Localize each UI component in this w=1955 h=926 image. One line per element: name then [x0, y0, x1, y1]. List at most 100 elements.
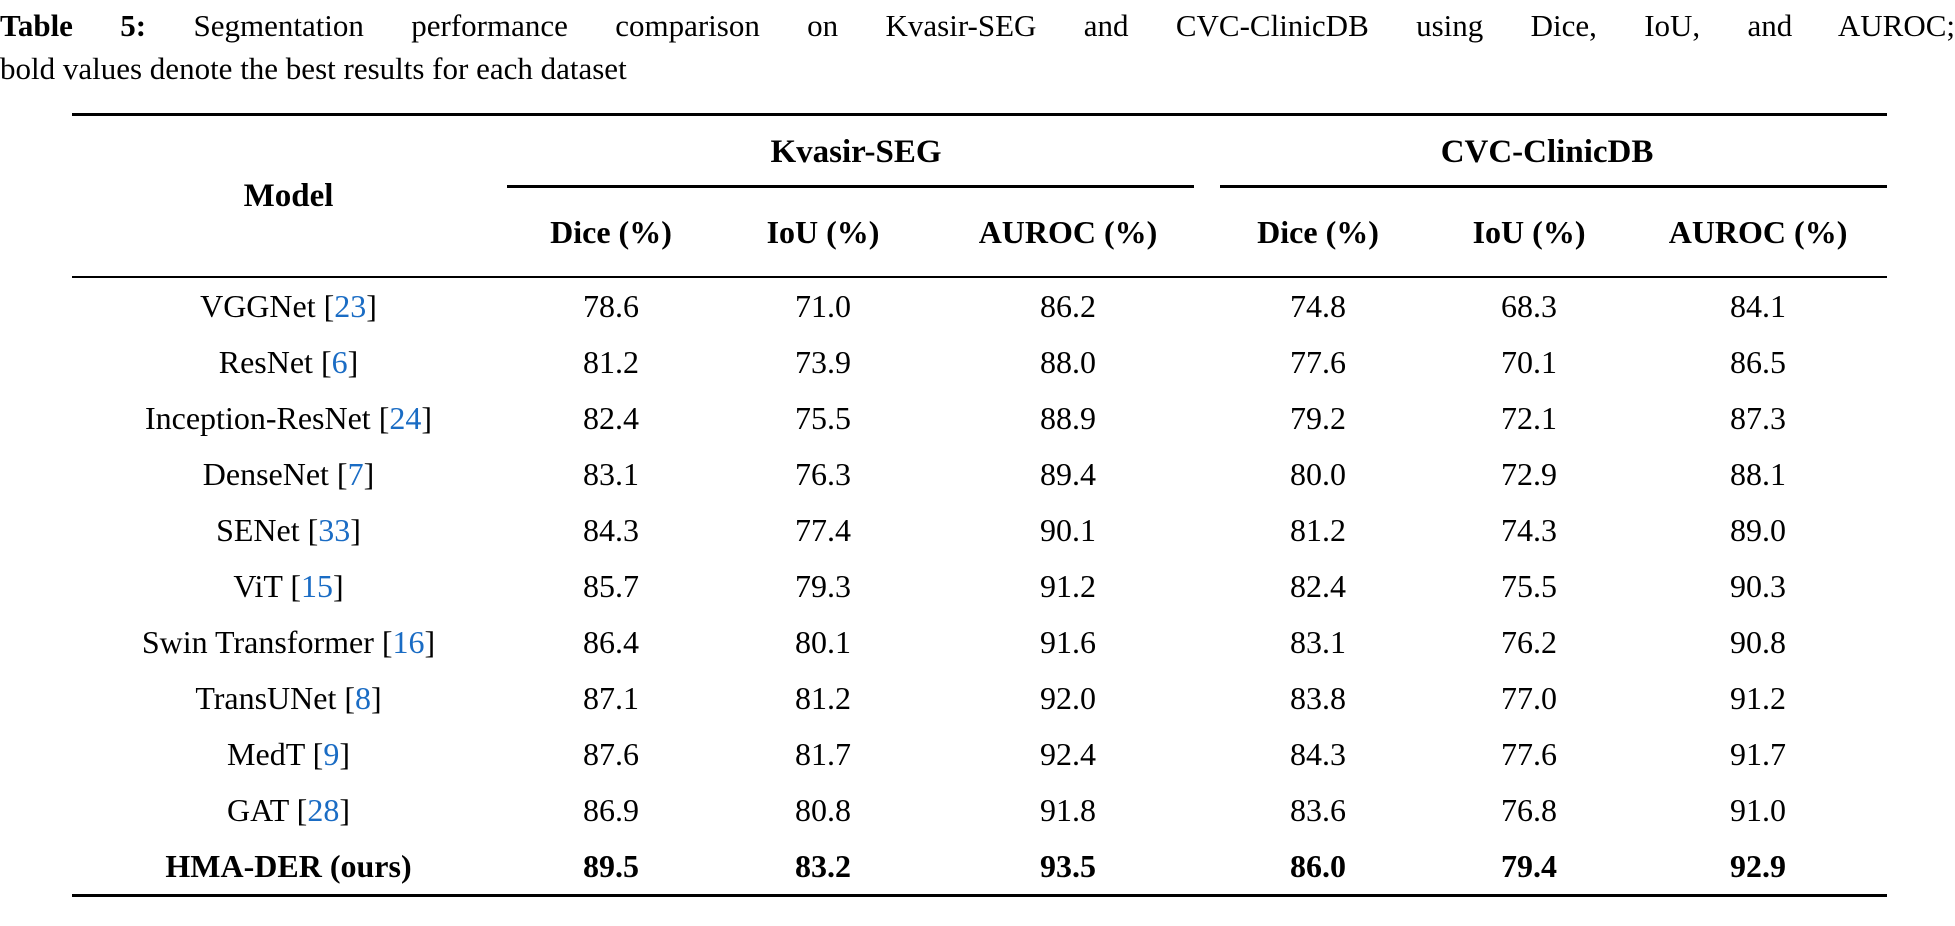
- caption-text-line-1: Segmentation performance comparison on K…: [193, 8, 1955, 43]
- table-row: DenseNet [7] 83.1 76.3 89.4 80.0 72.9 88.1: [72, 446, 1887, 502]
- metric-header-cvc-auroc: AUROC (%): [1629, 188, 1888, 278]
- table-row: ResNet [6] 81.2 73.9 88.0 77.6 70.1 86.5: [72, 334, 1887, 390]
- value-cell: 89.5: [583, 847, 639, 884]
- citation-link[interactable]: 28: [307, 791, 340, 828]
- value-cell: 86.9: [583, 791, 639, 828]
- model-cell: ResNet [6]: [72, 334, 505, 390]
- group-header-cvc-clinicdb-label: CVC-ClinicDB: [1440, 133, 1654, 170]
- model-cell: GAT [28]: [72, 782, 505, 838]
- metric-header-cvc-dice: Dice (%): [1207, 188, 1430, 278]
- citation-link[interactable]: 8: [355, 679, 372, 716]
- group-header-cvc-clinicdb: CVC-ClinicDB: [1207, 116, 1888, 188]
- value-cell: 86.5: [1730, 343, 1787, 380]
- value-cell: 79.4: [1501, 847, 1558, 884]
- model-cell: Inception-ResNet [24]: [72, 390, 505, 446]
- value-cell: 74.3: [1501, 511, 1558, 548]
- table-row: TransUNet [8] 87.1 81.2 92.0 83.8 77.0 91.2: [72, 670, 1887, 726]
- citation-bracket-open: [: [381, 623, 393, 660]
- value-cell: 86.4: [583, 623, 639, 660]
- citation-bracket-close: ]: [339, 735, 350, 772]
- value-cell: 83.1: [583, 455, 639, 492]
- citation-bracket-close: ]: [350, 511, 361, 548]
- table-row: Inception-ResNet [24] 82.4 75.5 88.9 79.2 72.…: [72, 390, 1887, 446]
- value-cell: 91.2: [1040, 567, 1097, 604]
- value-cell: 92.9: [1730, 847, 1787, 884]
- value-cell: 93.5: [1040, 847, 1097, 884]
- citation-bracket-close: ]: [339, 791, 350, 828]
- value-cell: 87.3: [1730, 399, 1787, 436]
- table-row: Swin Transformer [16] 86.4 80.1 91.6 83.1 76.…: [72, 614, 1887, 670]
- value-cell: 76.8: [1501, 791, 1558, 828]
- citation-link[interactable]: 33: [318, 511, 351, 548]
- model-name: VGGNet: [200, 287, 316, 324]
- table-row: HMA-DER (ours) 89.5 83.2 93.5 86.0 79.4 92.9: [72, 838, 1887, 894]
- results-table-body: VGGNet [23] 78.6 71.0 86.2 74.8 68.3 84.1 ResNe…: [72, 278, 1887, 894]
- value-cell: 91.6: [1040, 623, 1097, 660]
- model-cell: TransUNet [8]: [72, 670, 505, 726]
- value-cell: 83.1: [1290, 623, 1347, 660]
- kvasir-seg-underline-rule: [507, 185, 1195, 188]
- citation-bracket-open: [: [378, 399, 390, 436]
- model-name: HMA-DER (ours): [165, 847, 412, 884]
- value-cell: 85.7: [583, 567, 639, 604]
- model-name: MedT: [227, 735, 305, 772]
- value-cell: 91.7: [1730, 735, 1787, 772]
- value-cell: 87.6: [583, 735, 639, 772]
- value-cell: 91.8: [1040, 791, 1097, 828]
- group-header-kvasir-seg-label: Kvasir-SEG: [770, 133, 942, 170]
- value-cell: 75.5: [795, 399, 851, 436]
- model-cell: ViT [15]: [72, 558, 505, 614]
- citation-bracket-close: ]: [424, 623, 436, 660]
- value-cell: 74.8: [1290, 287, 1347, 324]
- value-cell: 90.8: [1730, 623, 1787, 660]
- value-cell: 72.9: [1501, 455, 1558, 492]
- value-cell: 83.2: [795, 847, 851, 884]
- value-cell: 72.1: [1501, 399, 1558, 436]
- value-cell: 76.2: [1501, 623, 1558, 660]
- metric-header-cvc-iou: IoU (%): [1429, 188, 1630, 278]
- value-cell: 76.3: [795, 455, 851, 492]
- table-row: ViT [15] 85.7 79.3 91.2 82.4 75.5 90.3: [72, 558, 1887, 614]
- citation-bracket-open: [: [344, 679, 356, 716]
- value-cell: 80.8: [795, 791, 851, 828]
- table-row: MedT [9] 87.6 81.7 92.4 84.3 77.6 91.7: [72, 726, 1887, 782]
- citation-link[interactable]: 15: [301, 567, 334, 604]
- value-cell: 90.1: [1040, 511, 1097, 548]
- value-cell: 77.4: [795, 511, 851, 548]
- value-cell: 88.9: [1040, 399, 1097, 436]
- value-cell: 82.4: [583, 399, 639, 436]
- value-cell: 89.0: [1730, 511, 1787, 548]
- citation-bracket-close: ]: [371, 679, 382, 716]
- citation-bracket-open: [: [336, 455, 348, 492]
- caption-line-1: Table 5: Segmentation performance compar…: [0, 4, 1955, 47]
- citation-link[interactable]: 16: [392, 623, 425, 660]
- citation-bracket-open: [: [312, 735, 324, 772]
- value-cell: 84.3: [1290, 735, 1347, 772]
- value-cell: 73.9: [795, 343, 851, 380]
- citation-link[interactable]: 7: [347, 455, 364, 492]
- model-name: GAT: [227, 791, 289, 828]
- model-name: ViT: [233, 567, 283, 604]
- value-cell: 92.4: [1040, 735, 1097, 772]
- cvc-clinicdb-underline-rule: [1220, 185, 1888, 188]
- value-cell: 71.0: [795, 287, 851, 324]
- value-cell: 89.4: [1040, 455, 1097, 492]
- table-row: SENet [33] 84.3 77.4 90.1 81.2 74.3 89.0: [72, 502, 1887, 558]
- citation-bracket-open: [: [320, 343, 332, 380]
- value-cell: 81.2: [795, 679, 851, 716]
- model-name: SENet: [216, 511, 300, 548]
- citation-link[interactable]: 9: [323, 735, 340, 772]
- citation-link[interactable]: 23: [334, 287, 367, 324]
- value-cell: 87.1: [583, 679, 639, 716]
- value-cell: 84.3: [583, 511, 639, 548]
- citation-link[interactable]: 24: [389, 399, 422, 436]
- value-cell: 77.6: [1290, 343, 1347, 380]
- citation-link[interactable]: 6: [331, 343, 348, 380]
- citation-bracket-close: ]: [421, 399, 432, 436]
- citation-bracket-open: [: [323, 287, 335, 324]
- citation-bracket-open: [: [296, 791, 308, 828]
- model-cell: VGGNet [23]: [72, 278, 505, 334]
- model-name: ResNet: [218, 343, 313, 380]
- value-cell: 83.6: [1290, 791, 1347, 828]
- value-cell: 86.0: [1290, 847, 1347, 884]
